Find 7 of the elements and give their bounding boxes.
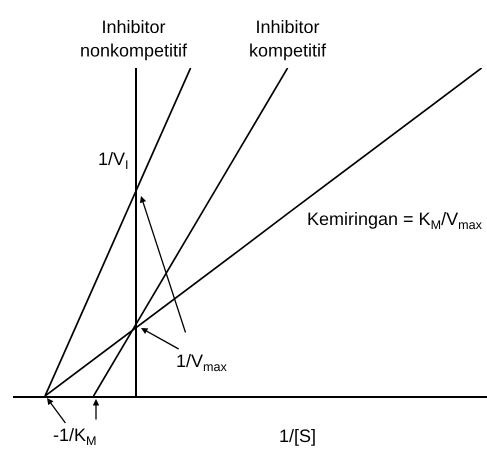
series-label: Inhibitor kompetitif — [249, 17, 328, 60]
series-label: Inhibitor nonkompetitif — [80, 17, 188, 60]
text: -1/K$_{M}$ — [53, 425, 97, 448]
x-axis-title: 1/[S] — [279, 426, 316, 446]
annotation: Kemiringan = K$_{M}$/V$_{max}$ — [307, 209, 483, 232]
annotation: 1/V$_{max}$ — [176, 351, 228, 374]
annotation: 1/V$_{I}$ — [98, 149, 129, 172]
